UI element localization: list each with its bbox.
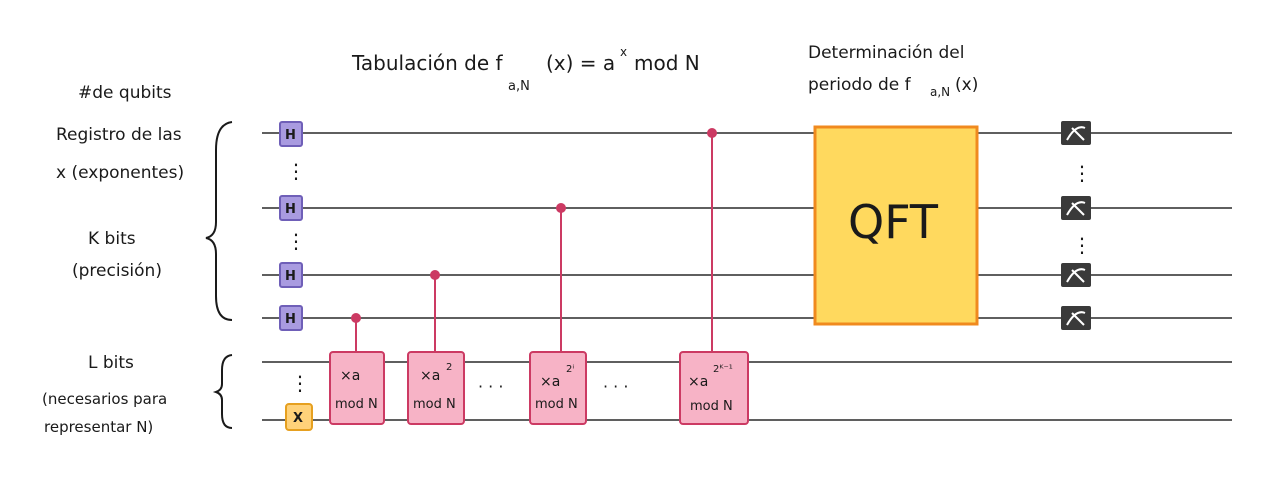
svg-text:2ⁱ: 2ⁱ — [566, 364, 574, 375]
mult-gate: ×a mod N — [329, 351, 385, 425]
svg-text:×a: ×a — [340, 368, 360, 384]
svg-text:H: H — [285, 202, 296, 217]
control-dot — [556, 203, 566, 213]
vertical-ellipsis: ⋮ — [1072, 161, 1092, 185]
measure-icon — [1061, 121, 1091, 145]
period-title: Determinación del periodo de f a,N (x) — [808, 43, 978, 99]
qubits-count-label: #de qubits — [78, 83, 172, 103]
register-label-line1: Registro de las — [56, 125, 182, 145]
svg-text:mod N: mod N — [413, 397, 456, 412]
tabulation-title-sub: a,N — [508, 79, 530, 94]
measure-icon — [1061, 306, 1091, 330]
svg-text:2ᴷ⁻¹: 2ᴷ⁻¹ — [713, 364, 733, 375]
l-register-brace — [212, 354, 233, 429]
period-title-line2: periodo de f — [808, 75, 912, 95]
x-gate: X — [285, 403, 313, 431]
horizontal-ellipsis: · · · — [603, 377, 628, 396]
k-bits-label: K bits — [88, 229, 136, 249]
svg-text:H: H — [285, 312, 296, 327]
qft-label: QFT — [848, 195, 939, 249]
hadamard-gate: H — [279, 262, 303, 288]
mult-gate: ×a 2ⁱ mod N — [529, 351, 587, 425]
tabulation-title: Tabulación de f a,N (x) = a x mod N — [351, 45, 700, 94]
horizontal-ellipsis: · · · — [478, 377, 503, 396]
vertical-ellipsis: ⋮ — [1072, 233, 1092, 257]
hadamard-gate: H — [279, 121, 303, 147]
control-dot — [707, 128, 717, 138]
k-register-brace — [205, 121, 233, 321]
period-title-end: (x) — [955, 75, 978, 95]
svg-text:H: H — [285, 128, 296, 143]
measurement-gates: ⋮ ⋮ — [1061, 121, 1092, 330]
needed-label-line2: representar N) — [44, 418, 153, 436]
hadamard-gate: H — [279, 195, 303, 221]
tabulation-title-main: Tabulación de f — [351, 51, 504, 75]
svg-text:mod N: mod N — [335, 397, 378, 412]
period-title-sub: a,N — [930, 85, 950, 99]
control-links — [351, 128, 717, 352]
mult-gate: ×a 2 mod N — [407, 351, 465, 425]
period-title-line1: Determinación del — [808, 43, 964, 63]
left-labels: #de qubits Registro de las x (exponentes… — [42, 83, 184, 436]
svg-text:×a: ×a — [420, 368, 440, 384]
svg-text:H: H — [285, 269, 296, 284]
needed-label-line1: (necesarios para — [42, 390, 167, 408]
hadamard-gates: H H H H — [279, 121, 303, 331]
tabulation-title-end: mod N — [634, 51, 700, 75]
measure-icon — [1061, 263, 1091, 287]
svg-text:×a: ×a — [540, 374, 560, 390]
tabulation-title-sup: x — [620, 45, 627, 59]
svg-text:mod N: mod N — [535, 397, 578, 412]
svg-text:2: 2 — [446, 362, 452, 373]
hadamard-gate: H — [279, 305, 303, 331]
mult-gate: ×a 2ᴷ⁻¹ mod N — [679, 351, 749, 425]
qft-block: QFT — [813, 125, 979, 326]
vertical-ellipsis: ⋮ — [290, 371, 310, 395]
l-bits-label: L bits — [88, 353, 134, 373]
precision-label: (precisión) — [72, 261, 162, 281]
vertical-ellipsis: ⋮ — [286, 159, 306, 183]
measure-icon — [1061, 196, 1091, 220]
tabulation-title-rest: (x) = a — [546, 51, 615, 75]
control-dot — [351, 313, 361, 323]
svg-text:mod N: mod N — [690, 399, 733, 414]
svg-text:×a: ×a — [688, 374, 708, 390]
svg-text:X: X — [293, 411, 303, 426]
register-label-line2: x (exponentes) — [56, 163, 184, 183]
vertical-ellipsis: ⋮ — [286, 229, 306, 253]
control-dot — [430, 270, 440, 280]
vertical-ellipses-left: ⋮ ⋮ ⋮ — [286, 159, 310, 395]
